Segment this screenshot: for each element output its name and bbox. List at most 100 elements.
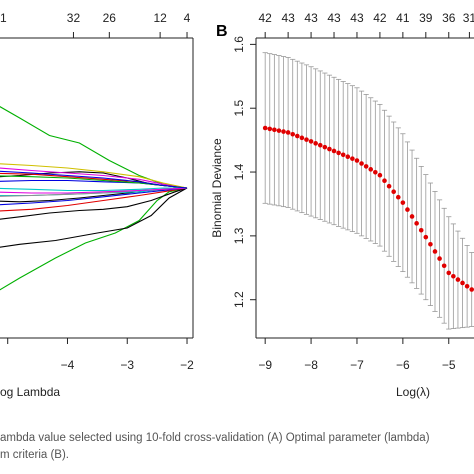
panel-b-y-tick-label: 1.2 (232, 291, 246, 308)
coefficient-path-10 (0, 187, 188, 206)
coefficient-path-17 (0, 170, 188, 189)
deviance-point (377, 172, 383, 178)
panel-a-top-tick-label: 4 (184, 11, 191, 25)
panel-b-top-tick-label: 31 (463, 11, 474, 25)
panel-b-top-tick-label: 41 (396, 11, 410, 25)
deviance-point (304, 137, 309, 142)
deviance-point (423, 234, 429, 240)
deviance-point (272, 127, 277, 133)
deviance-point (345, 154, 351, 160)
panel-b-x-tick-label: −9 (258, 358, 272, 372)
deviance-point (418, 227, 424, 233)
deviance-points (262, 125, 474, 292)
deviance-point (285, 130, 291, 135)
coefficient-path-13 (0, 163, 188, 189)
deviance-point (262, 125, 268, 131)
deviance-point (409, 214, 415, 219)
deviance-point (299, 135, 305, 141)
panel-b-top-tick-label: 42 (258, 11, 272, 25)
deviance-point (336, 150, 341, 156)
panel-a-x-tick-label: −2 (180, 358, 194, 372)
deviance-point (373, 169, 378, 175)
deviance-point (308, 139, 314, 144)
panel-a-top-tick-label: 12 (153, 11, 167, 25)
deviance-point (455, 277, 461, 282)
deviance-point (451, 273, 456, 279)
panel-b-x-tick-label: −5 (442, 358, 456, 372)
deviance-point (363, 164, 369, 169)
panel-b-top-tick-label: 42 (373, 11, 387, 25)
deviance-point (391, 189, 396, 195)
panel-b-top-tick-label: 43 (281, 11, 295, 25)
panel-b-x-tick-label: −8 (304, 358, 318, 372)
panel-a-top-tick-label: 26 (103, 11, 117, 25)
deviance-point (437, 256, 442, 261)
deviance-point (327, 146, 332, 152)
deviance-point (400, 200, 406, 205)
coefficient-path-2 (0, 187, 188, 248)
deviance-point (414, 221, 419, 226)
coefficient-paths (0, 106, 188, 291)
coefficient-path-11 (0, 187, 187, 192)
deviance-point (464, 283, 470, 289)
panel-b-top-tick-label: 43 (304, 11, 318, 25)
panel-b-top-tick-label: 36 (442, 11, 456, 25)
deviance-point (350, 156, 355, 161)
deviance-point (313, 141, 318, 146)
deviance-point (322, 144, 328, 150)
panel-a-top-tick-label: 32 (67, 11, 81, 25)
deviance-point (281, 129, 286, 134)
caption-line-2: m criteria (B). (0, 449, 69, 461)
coefficient-path-8 (0, 187, 188, 212)
deviance-point (428, 241, 433, 247)
deviance-point (340, 152, 346, 158)
panel-a-x-tick-label: −4 (61, 358, 75, 372)
deviance-point (386, 183, 392, 189)
deviance-point (331, 148, 337, 154)
deviance-point (368, 167, 374, 172)
coefficient-path-16 (0, 187, 188, 194)
deviance-point (460, 280, 465, 286)
panel-b-y-tick-label: 1.3 (232, 227, 246, 244)
deviance-point (290, 131, 296, 137)
panel-b-x-tick-label: −7 (350, 358, 364, 372)
panel-a-x-tick-label: −3 (120, 358, 134, 372)
panel-b-top-tick-label: 43 (327, 11, 341, 25)
deviance-point (382, 178, 387, 184)
panel-b: B −9 −8 −7 −6 −5 1.2 1.3 1.4 1.5 1.6 42 43 43 43 43 42 4… (210, 11, 474, 399)
caption-line-1: ambda value selected using 10-fold cross… (0, 432, 430, 444)
panel-b-ticks: −9 −8 −7 −6 −5 1.2 1.3 1.4 1.5 1.6 42 43 43 43 43 42 41 3… (232, 11, 474, 372)
panel-b-plot-region (262, 52, 474, 330)
deviance-point (432, 249, 438, 254)
panel-b-top-tick-label: 39 (419, 11, 433, 25)
panel-b-y-tick-label: 1.4 (232, 163, 246, 180)
deviance-point (441, 263, 447, 269)
panel-a-plot-region (0, 106, 188, 291)
deviance-point (276, 128, 282, 133)
deviance-point (317, 142, 323, 148)
error-bars (262, 52, 474, 330)
panel-b-x-tick-label: −6 (396, 358, 410, 372)
panel-b-y-axis-label: Binomial Deviance (210, 138, 224, 238)
coefficient-path-3 (0, 187, 188, 220)
deviance-point (469, 287, 474, 292)
panel-b-top-tick-label: 43 (350, 11, 364, 25)
deviance-point (395, 194, 401, 200)
deviance-point (405, 207, 410, 212)
panel-b-x-axis-label: Log(λ) (396, 385, 430, 399)
panel-a-top-tick-label: 1 (0, 11, 7, 25)
deviance-point (354, 158, 360, 163)
deviance-point (446, 270, 452, 276)
deviance-point (267, 126, 273, 132)
panel-b-y-tick-label: 1.5 (232, 100, 246, 117)
panel-b-y-tick-label: 1.6 (232, 36, 246, 53)
panel-a: −4 −3 −2 1 32 26 12 4 og Lambda (0, 11, 194, 399)
panel-a-x-axis-label: og Lambda (0, 385, 60, 399)
figure-caption: ambda value selected using 10-fold cross… (0, 430, 474, 464)
coefficient-path-6 (0, 167, 188, 189)
deviance-point (359, 161, 364, 166)
panel-b-label: B (216, 23, 228, 40)
deviance-point (295, 133, 300, 139)
panel-a-ticks: −4 −3 −2 1 32 26 12 4 (0, 11, 194, 372)
